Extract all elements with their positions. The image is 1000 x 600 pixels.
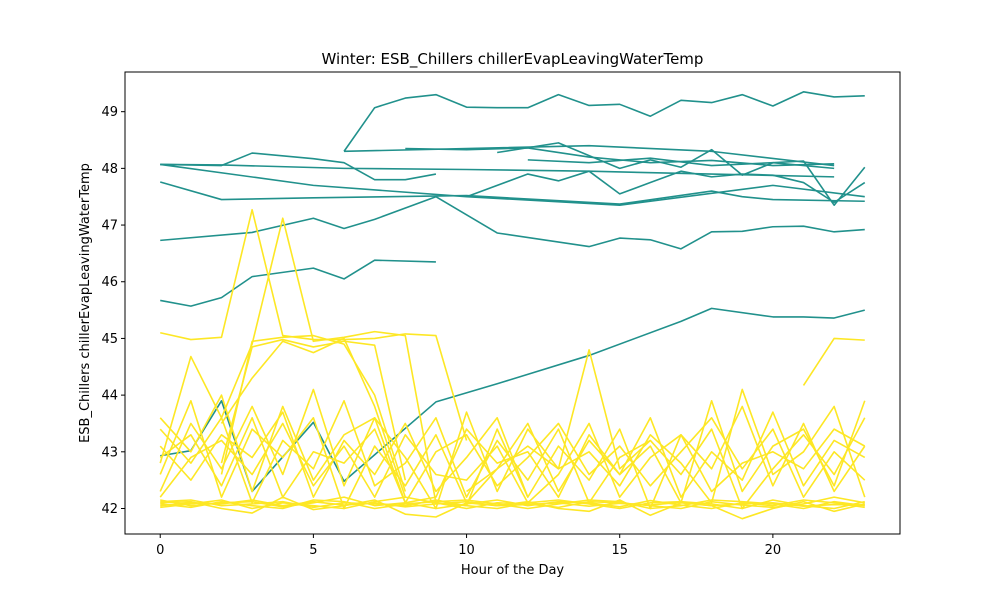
series-line-15: [802, 337, 865, 386]
series-line-32: [160, 499, 865, 510]
x-tick-label-4: 20: [765, 543, 782, 558]
series-line-10: [160, 195, 865, 250]
series-line-7: [160, 163, 835, 178]
series-line-26: [159, 422, 866, 504]
series-line-23: [159, 399, 866, 510]
y-axis-label: ESB_Chillers chillerEvapLeavingWaterTemp: [78, 163, 93, 443]
series-line-18: [220, 334, 407, 492]
plot-frame: [124, 71, 901, 535]
y-tick-label-4: 46: [101, 275, 118, 290]
y-tick-label-7: 49: [101, 105, 118, 120]
series-line-11: [160, 259, 436, 307]
series-line-4: [527, 157, 835, 170]
y-tick-label-5: 47: [101, 219, 118, 234]
y-tick-label-3: 45: [101, 332, 118, 347]
x-tick-label-3: 15: [611, 543, 628, 558]
x-tick-label-2: 10: [458, 543, 475, 558]
series-line-16: [220, 338, 407, 481]
x-axis-label: Hour of the Day: [461, 563, 565, 578]
y-tick-label-0: 42: [101, 502, 118, 517]
series-line-13: [160, 208, 468, 441]
y-tick-label-1: 43: [101, 445, 118, 460]
y-tick-label-2: 44: [101, 389, 118, 404]
series-layer: [159, 91, 866, 520]
y-axis: 42 43 44 45 46 47 48 49: [101, 105, 125, 517]
x-axis: 0 5 10 15 20: [156, 534, 781, 558]
series-line-9: [466, 170, 866, 204]
series-line-17: [220, 337, 407, 498]
series-line-5: [160, 152, 437, 181]
series-line-6: [160, 163, 865, 207]
series-line-8: [160, 181, 865, 205]
series-line-0: [343, 91, 865, 152]
series-line-28: [160, 496, 865, 520]
x-tick-label-1: 5: [309, 543, 317, 558]
x-tick-label-0: 0: [156, 543, 164, 558]
series-line-30: [160, 496, 865, 510]
chart-title: Winter: ESB_Chillers chillerEvapLeavingW…: [322, 50, 704, 69]
series-line-22: [159, 405, 866, 510]
y-tick-label-6: 48: [101, 162, 118, 177]
series-line-25: [159, 416, 866, 504]
